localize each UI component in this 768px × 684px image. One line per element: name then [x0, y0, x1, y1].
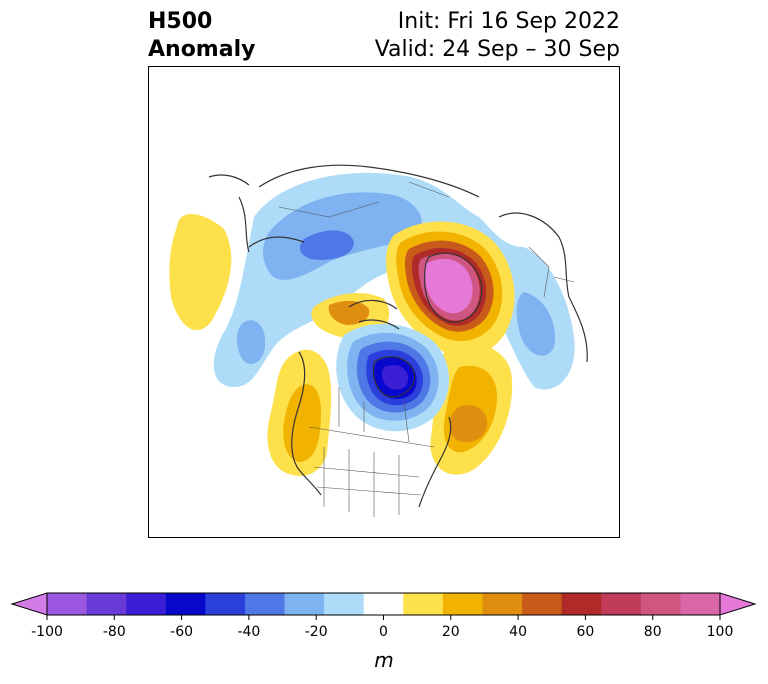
border-europe	[528, 246, 575, 298]
coastline-arctic-islands	[348, 299, 400, 330]
colorbar-segment	[205, 593, 246, 615]
colorbar-segment	[482, 593, 523, 615]
colorbar-tick-label: -80	[103, 624, 126, 640]
positive-anomaly-eastern-canada-core	[449, 405, 488, 443]
borders	[278, 181, 575, 517]
positive-anomaly-western-usa-core	[283, 384, 321, 462]
colorbar-segment	[244, 593, 286, 615]
colorbar: -100 -80 -60 -40 -20 0 20 40 60 80 100	[10, 592, 757, 640]
colorbar-segment	[324, 593, 365, 615]
colorbar-extend-min	[10, 592, 48, 616]
negative-anomaly-north-atlantic	[516, 292, 555, 356]
colorbar-tick-label: -20	[305, 624, 328, 640]
positive-anomaly-greenland-peak	[424, 258, 473, 314]
coastline-north-america-east	[418, 416, 452, 508]
colorbar-segment	[363, 593, 404, 615]
coastline-europe	[498, 212, 588, 363]
valid-date: Valid: 24 Sep – 30 Sep	[374, 37, 620, 62]
coastline-asia-east	[208, 174, 250, 253]
colorbar-tick-label: -60	[170, 624, 193, 640]
colorbar-tick-label: -40	[237, 624, 260, 640]
colorbar-tick-label: 80	[644, 624, 662, 640]
map-title: H500 Anomaly	[148, 8, 255, 64]
colorbar-tick-label: 100	[707, 624, 734, 640]
colorbar-tick-label: -100	[31, 624, 63, 640]
border-us-canada	[308, 426, 435, 448]
colorbar-segment	[165, 593, 206, 615]
negative-anomaly-pacific-west	[236, 320, 266, 365]
colorbar-segment	[522, 593, 563, 615]
positive-anomaly-north-pacific	[169, 214, 232, 331]
colorbar-segment	[680, 593, 721, 615]
border-russia	[278, 181, 450, 218]
colorbar-segment	[640, 593, 681, 615]
coastline-greenland	[424, 252, 483, 323]
colorbar-tick-label: 60	[576, 624, 594, 640]
colorbar-segment	[47, 593, 88, 615]
negative-anomaly-hudson-bay-peak	[381, 365, 409, 390]
colorbar-segment	[601, 593, 642, 615]
colorbar-tick-label: 0	[379, 624, 388, 640]
colorbar-segment	[561, 593, 602, 615]
colorbar-extend-max	[719, 592, 757, 616]
colorbar-segment	[284, 593, 325, 615]
colorbar-segment	[403, 593, 444, 615]
negative-anomaly-siberia-inner	[299, 230, 354, 260]
anomaly-map	[148, 66, 620, 538]
coastline-siberia	[248, 164, 480, 248]
title-anomaly: Anomaly	[148, 37, 256, 62]
colorbar-unit-label: m	[374, 648, 394, 672]
map-canvas	[169, 164, 588, 517]
colorbar-segment	[126, 593, 167, 615]
border-canada-provinces	[338, 387, 410, 443]
title-variable: H500	[148, 9, 213, 34]
colorbar-segment	[442, 593, 483, 615]
coastline-north-america-west	[291, 351, 322, 496]
border-us-states-2	[313, 466, 422, 496]
coastline-hudson-bay	[372, 356, 416, 398]
colorbar-tick-label: 40	[509, 624, 527, 640]
colorbar-segment	[86, 593, 127, 615]
anomaly-shading	[169, 172, 575, 476]
coastlines	[208, 164, 588, 508]
border-us-states-1	[323, 447, 400, 517]
date-info: Init: Fri 16 Sep 2022 Valid: 24 Sep – 30…	[375, 8, 620, 64]
init-date: Init: Fri 16 Sep 2022	[397, 9, 620, 34]
positive-anomaly-arc-core	[328, 300, 370, 325]
colorbar-tick-label: 20	[442, 624, 460, 640]
